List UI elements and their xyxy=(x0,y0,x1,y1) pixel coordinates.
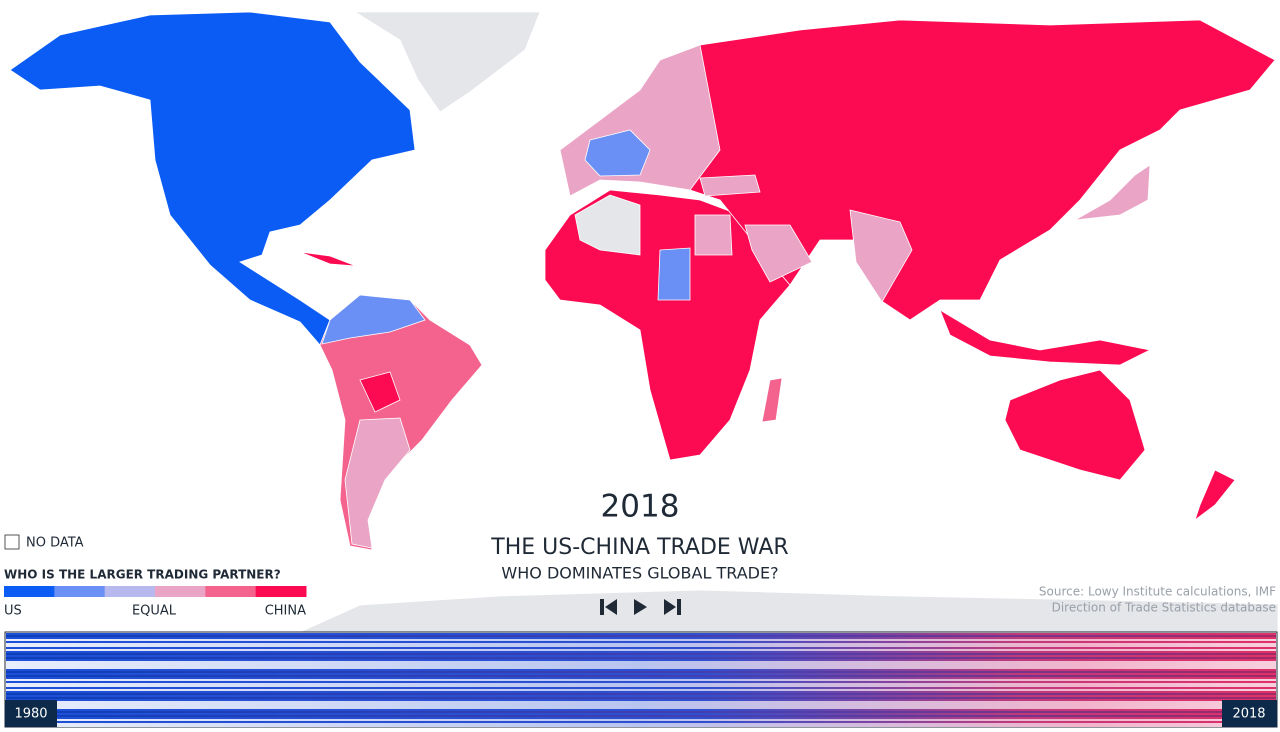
timeline-stripe xyxy=(6,665,1276,667)
timeline-stripe xyxy=(6,721,1276,723)
new-zealand xyxy=(1194,469,1236,522)
timeline-start-box xyxy=(5,700,57,727)
legend-swatch xyxy=(104,586,156,597)
timeline-stripe xyxy=(6,699,1276,701)
timeline-stripe xyxy=(6,669,1276,671)
world-map xyxy=(9,11,1279,633)
title: THE US-CHINA TRADE WAR xyxy=(490,535,788,560)
no-data-swatch xyxy=(4,534,20,550)
timeline-stripe xyxy=(6,651,1276,653)
timeline-stripe xyxy=(6,645,1276,647)
timeline-stripe xyxy=(6,685,1276,687)
timeline-end: 2018 xyxy=(1232,707,1265,722)
timeline-stripe xyxy=(6,667,1276,669)
western-europe xyxy=(584,129,651,177)
timeline-stripe xyxy=(6,637,1276,639)
timeline-stripe xyxy=(6,725,1276,727)
indonesia xyxy=(939,309,1152,366)
timeline-stripe xyxy=(6,635,1276,637)
timeline-stripe xyxy=(6,661,1276,663)
timeline-stripe xyxy=(6,675,1276,677)
legend-label: EQUAL xyxy=(132,604,177,619)
source: Source: Lowy Institute calculations, IMF xyxy=(1039,585,1276,599)
arabia xyxy=(744,224,813,283)
first-button[interactable] xyxy=(600,599,617,615)
timeline-stripe xyxy=(6,719,1276,721)
play-button[interactable] xyxy=(634,599,647,615)
subtitle: WHO DOMINATES GLOBAL TRADE? xyxy=(501,564,778,583)
legend-label: US xyxy=(4,604,22,619)
japan xyxy=(1074,164,1151,221)
legend-swatch xyxy=(205,586,257,597)
timeline-stripe xyxy=(6,655,1276,657)
timeline-stripe xyxy=(6,711,1276,713)
australia xyxy=(1004,369,1146,481)
timeline-stripe xyxy=(6,647,1276,649)
source: Direction of Trade Statistics database xyxy=(1052,601,1276,615)
timeline-stripe xyxy=(6,641,1276,643)
timeline-stripe xyxy=(6,649,1276,651)
timeline-stripe xyxy=(6,693,1276,695)
timeline-stripe xyxy=(6,683,1276,685)
timeline-stripe xyxy=(6,657,1276,659)
timeline-stripe xyxy=(6,687,1276,689)
timeline-stripe xyxy=(6,653,1276,655)
legend-swatch xyxy=(155,586,206,597)
timeline-stripe xyxy=(6,691,1276,693)
egypt xyxy=(694,214,733,256)
timeline-stripe xyxy=(6,703,1276,705)
timeline-stripe xyxy=(6,713,1276,715)
timeline-stripe xyxy=(6,639,1276,641)
legend-label: CHINA xyxy=(265,604,306,619)
north-america xyxy=(9,11,416,346)
timeline: 1980 2018 xyxy=(4,631,1278,728)
north-africa xyxy=(574,194,641,256)
timeline-stripe xyxy=(6,677,1276,679)
chad xyxy=(657,247,691,301)
madagascar xyxy=(761,377,783,423)
legend-swatch xyxy=(255,586,307,597)
timeline-stripe xyxy=(6,705,1276,707)
timeline-strip xyxy=(6,633,1276,727)
timeline-stripe xyxy=(6,681,1276,683)
africa xyxy=(544,189,791,461)
cuba xyxy=(299,251,357,267)
timeline-stripe xyxy=(6,707,1276,709)
timeline-stripe xyxy=(6,695,1276,697)
year: 2018 xyxy=(601,489,680,525)
timeline-stripe xyxy=(6,633,1276,635)
timeline-stripe xyxy=(6,723,1276,725)
legend-swatch xyxy=(4,586,55,597)
legend-swatch xyxy=(54,586,106,597)
playback-controls xyxy=(600,599,681,615)
antarctica xyxy=(299,589,1279,633)
timeline-stripe xyxy=(6,717,1276,719)
timeline-stripe xyxy=(6,689,1276,691)
timeline-stripe xyxy=(6,679,1276,681)
no-data-label: NO DATA xyxy=(26,536,84,551)
timeline-stripe xyxy=(6,697,1276,699)
greenland xyxy=(353,11,541,113)
timeline-stripe xyxy=(6,643,1276,645)
south-america-north xyxy=(321,294,426,345)
timeline-start: 1980 xyxy=(14,707,47,722)
timeline-stripe xyxy=(6,663,1276,665)
legend-bar xyxy=(4,586,307,597)
timeline-end-box xyxy=(1222,700,1277,727)
india xyxy=(849,209,913,303)
turkey xyxy=(699,174,761,197)
timeline-stripe xyxy=(6,715,1276,717)
bolivia xyxy=(359,371,401,413)
timeline-stripe xyxy=(6,709,1276,711)
timeline-stripe xyxy=(6,659,1276,661)
last-button[interactable] xyxy=(664,599,681,615)
timeline-stripe xyxy=(6,673,1276,675)
argentina xyxy=(344,417,411,549)
legend-title: WHO IS THE LARGER TRADING PARTNER? xyxy=(4,568,281,582)
timeline-stripe xyxy=(6,671,1276,673)
timeline-stripe xyxy=(6,701,1276,703)
